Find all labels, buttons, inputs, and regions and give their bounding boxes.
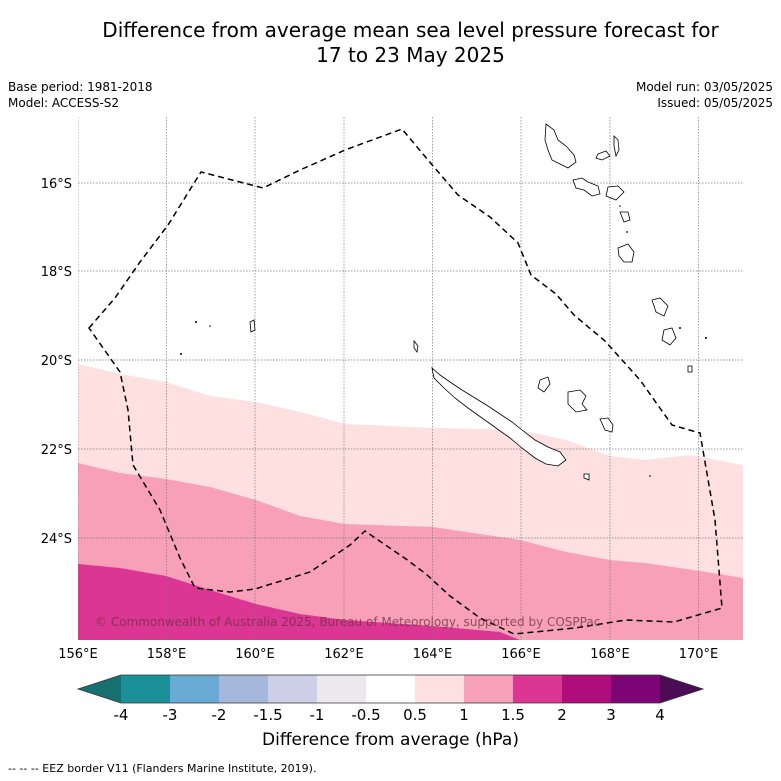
loyalty-islands (537, 376, 551, 393)
lat-tick-label: 18°S (41, 265, 72, 280)
band-1-to-1-5 (78, 463, 743, 640)
lon-tick-label: 160°E (235, 647, 275, 662)
lon-tick-label: 170°E (679, 647, 719, 662)
lat-tick-label: 16°S (41, 177, 72, 192)
colorbar-tick-label: 3 (606, 706, 616, 724)
colorbar-min-arrow (78, 675, 121, 703)
colorbar-cell (219, 675, 268, 703)
colorbar-labels: -4 -3 -2 -1.5 -1 -0.5 0.5 1 1.5 2 3 4 (114, 706, 665, 724)
coastlines (249, 123, 693, 481)
small-islets (180, 205, 707, 477)
colorbar-tick-label: 4 (655, 706, 665, 724)
copyright-text: © Commonwealth of Australia 2025, Bureau… (95, 615, 600, 629)
eez-footnote: -- -- -- EEZ border V11 (Flanders Marine… (8, 762, 317, 775)
colorbar-tick-label: 0.5 (403, 706, 427, 724)
colorbar-cell (611, 675, 660, 703)
colorbar (76, 674, 705, 704)
chart-title: Difference from average mean sea level p… (0, 18, 781, 68)
colorbar-max-arrow (660, 675, 703, 703)
longitude-labels: 156°E 158°E 160°E 162°E 164°E 166°E 168°… (58, 647, 718, 662)
base-period-label: Base period: 1981-2018 (8, 80, 153, 94)
colorbar-cell (317, 675, 366, 703)
colorbar-cell (513, 675, 562, 703)
lon-tick-label: 158°E (147, 647, 187, 662)
latitude-labels: 16°S 18°S 20°S 22°S 24°S (41, 177, 72, 547)
band-1-5-to-2 (78, 564, 520, 640)
colorbar-tick-label: -1.5 (253, 706, 282, 724)
colorbar-title: Difference from average (hPa) (262, 730, 519, 750)
lat-tick-label: 24°S (41, 532, 72, 547)
colorbar-cell (464, 675, 513, 703)
colorbar-tick-label: 1.5 (501, 706, 525, 724)
colorbar-cell (121, 675, 170, 703)
lon-tick-label: 168°E (590, 647, 630, 662)
title-line-2: 17 to 23 May 2025 (316, 43, 505, 67)
colorbar-tick-label: -3 (163, 706, 178, 724)
colorbar-tick-label: -1 (310, 706, 325, 724)
map-plot-area: © Commonwealth of Australia 2025, Bureau… (78, 117, 743, 640)
issued-label: Issued: 05/05/2025 (657, 96, 773, 110)
colorbar-cell (268, 675, 317, 703)
lon-tick-label: 156°E (58, 647, 98, 662)
new-caledonia-island (431, 366, 567, 467)
lon-tick-label: 164°E (413, 647, 453, 662)
model-label: Model: ACCESS-S2 (8, 96, 120, 110)
lon-tick-label: 166°E (501, 647, 541, 662)
graticule (78, 117, 743, 640)
lat-tick-label: 20°S (41, 354, 72, 369)
colorbar-cell (415, 675, 464, 703)
colorbar-cell (170, 675, 219, 703)
colorbar-tick-label: -4 (114, 706, 129, 724)
colorbar-tick-label: 1 (459, 706, 469, 724)
colorbar-tick-label: 2 (557, 706, 567, 724)
colorbar-cell (562, 675, 611, 703)
eez-border (88, 128, 723, 635)
title-line-1: Difference from average mean sea level p… (102, 18, 719, 42)
colorbar-tick-label: -2 (212, 706, 227, 724)
meta-left: Base period: 1981-2018 Model: ACCESS-S2 (8, 79, 153, 111)
colorbar-cell (366, 675, 415, 703)
model-run-label: Model run: 03/05/2025 (635, 80, 773, 94)
colorbar-tick-label: -0.5 (351, 706, 380, 724)
lat-tick-label: 22°S (41, 443, 72, 458)
lon-tick-label: 162°E (324, 647, 364, 662)
meta-right: Model run: 03/05/2025 Issued: 05/05/2025 (636, 79, 773, 111)
vanuatu-islands (544, 123, 577, 169)
